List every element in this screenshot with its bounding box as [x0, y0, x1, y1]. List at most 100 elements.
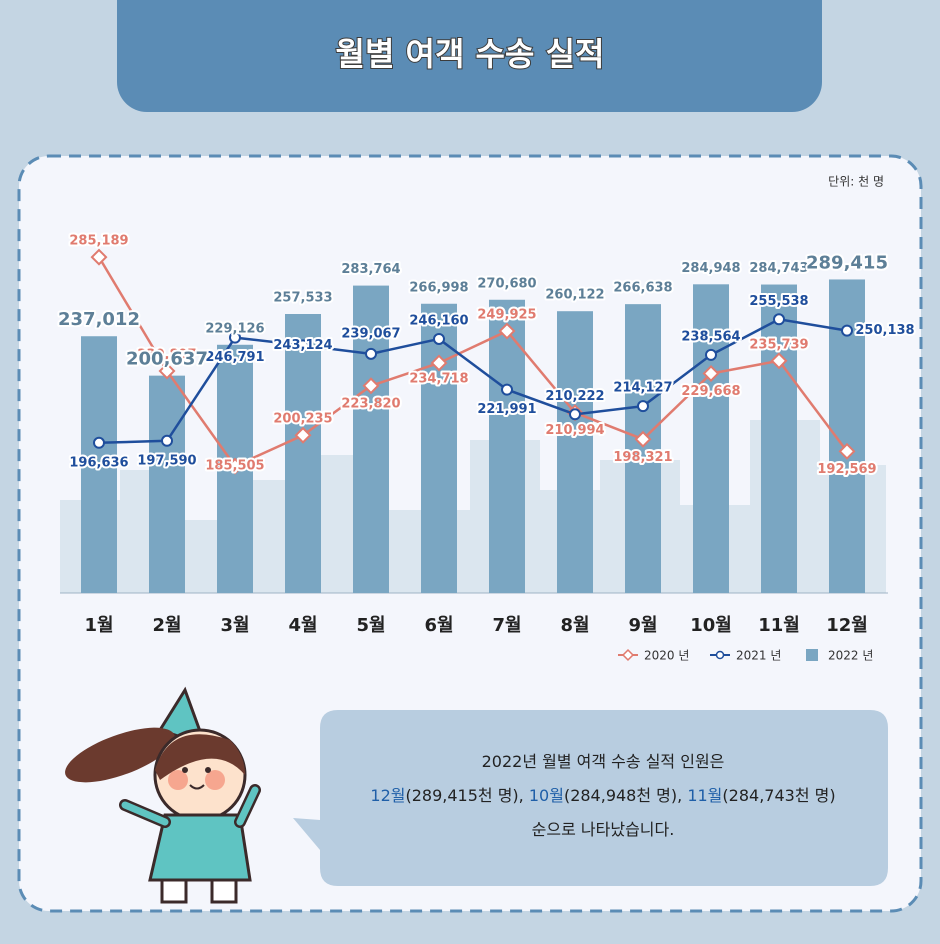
- x-tick-label: 5월: [356, 615, 385, 636]
- data-label: 185,505: [205, 459, 264, 474]
- data-label: 246,160: [409, 313, 468, 328]
- bar: [353, 285, 389, 593]
- marker: [229, 331, 241, 344]
- data-label: 266,638: [613, 281, 672, 296]
- note-text: 10월: [529, 786, 564, 805]
- bar: [761, 284, 797, 593]
- note-text: 11월: [687, 786, 722, 805]
- note-line: 2022년 월별 여객 수송 실적 인원은: [482, 752, 725, 771]
- legend-swatch: [806, 649, 818, 661]
- chart-title: 월별 여객 수송 실적: [336, 35, 605, 73]
- marker: [841, 324, 853, 337]
- marker: [498, 322, 516, 340]
- data-label: 210,994: [545, 423, 604, 438]
- x-tick-label: 7월: [492, 615, 521, 636]
- marker: [294, 426, 312, 444]
- bar: [285, 314, 321, 593]
- note-text: 순으로 나타났습니다.: [532, 820, 675, 839]
- x-tick-label: 11월: [758, 615, 800, 636]
- data-label: 284,948: [681, 261, 740, 276]
- data-label: 266,998: [409, 280, 468, 295]
- character: [65, 686, 261, 904]
- note-text: 12월: [370, 786, 405, 805]
- data-label: 214,127: [613, 381, 672, 396]
- marker: [93, 436, 105, 449]
- data-label: 243,124: [273, 338, 332, 353]
- data-label: 237,012: [58, 309, 140, 330]
- marker: [297, 339, 309, 352]
- data-label: 238,564: [681, 329, 740, 344]
- x-tick-label: 9월: [628, 615, 657, 636]
- data-label: 257,533: [273, 291, 332, 306]
- data-label: 234,718: [409, 371, 468, 386]
- data-label: 229,668: [681, 384, 740, 399]
- data-label: 200,235: [273, 412, 332, 427]
- data-label: 196,636: [69, 455, 128, 470]
- x-tick-label: 3월: [220, 615, 249, 636]
- data-label: 221,991: [477, 402, 536, 417]
- x-tick-label: 1월: [84, 615, 113, 636]
- x-tick-label: 6월: [424, 615, 453, 636]
- data-label: 223,820: [341, 396, 400, 411]
- data-label: 283,764: [341, 262, 400, 277]
- bar: [625, 304, 661, 593]
- data-label: 270,680: [477, 276, 536, 291]
- note-line: 12월(289,415천 명), 10월(284,948천 명), 11월(28…: [370, 786, 835, 805]
- marker: [569, 408, 581, 421]
- marker: [226, 457, 244, 475]
- marker: [702, 365, 720, 383]
- x-tick-label: 10월: [690, 615, 732, 636]
- note: 2022년 월별 여객 수송 실적 인원은 12월(289,415천 명), 10…: [370, 752, 835, 839]
- data-label: 255,538: [749, 294, 808, 309]
- x-tick-label: 12월: [826, 615, 868, 636]
- marker: [838, 442, 856, 460]
- marker: [365, 347, 377, 360]
- marker: [362, 377, 380, 395]
- line: [98, 317, 848, 445]
- bar: [489, 299, 525, 593]
- data-label: 200,637: [126, 349, 208, 370]
- note-text: (284,743천 명): [722, 786, 835, 805]
- data-label: 192,569: [817, 462, 876, 477]
- marker: [433, 332, 445, 345]
- marker: [501, 383, 513, 396]
- callout-box: [293, 710, 888, 886]
- bar: [81, 336, 117, 593]
- marker: [705, 348, 717, 361]
- bar: [149, 375, 185, 593]
- plot: 285,189 230,897 185,505 200,235 223,820 234,7…: [56, 232, 917, 636]
- x-tick-label: 8월: [560, 615, 589, 636]
- note-text: 2022년 월별 여객 수송 실적 인원은: [482, 752, 725, 771]
- legend-label: 2020 년: [644, 649, 689, 663]
- data-label: 230,897: [137, 347, 196, 362]
- marker: [161, 434, 173, 447]
- legend: 2020 년 2021 년 2022 년: [618, 649, 873, 663]
- marker: [770, 352, 788, 370]
- marker: [90, 248, 108, 266]
- marker: [634, 430, 652, 448]
- data-label: 210,222: [545, 389, 604, 404]
- data-label: 260,122: [545, 288, 604, 303]
- note-text: (284,948천 명),: [564, 786, 687, 805]
- data-label: 197,590: [137, 453, 196, 468]
- marker: [158, 362, 176, 380]
- data-label: 246,791: [205, 350, 264, 365]
- data-label: 289,415: [806, 252, 888, 273]
- data-label: 249,925: [477, 308, 536, 323]
- data-label: 229,126: [205, 321, 264, 336]
- marker: [773, 313, 785, 326]
- bar: [557, 311, 593, 593]
- data-label: 235,739: [749, 337, 808, 352]
- x-tick-label: 2월: [152, 615, 181, 636]
- note-line: 순으로 나타났습니다.: [532, 820, 675, 839]
- data-label: 284,743: [749, 261, 808, 276]
- bar: [421, 303, 457, 593]
- bar: [693, 284, 729, 593]
- note-text: (289,415천 명),: [406, 786, 529, 805]
- title-tab: [117, 0, 822, 112]
- line: [97, 256, 848, 468]
- legend-marker: [715, 650, 725, 660]
- marker: [637, 400, 649, 413]
